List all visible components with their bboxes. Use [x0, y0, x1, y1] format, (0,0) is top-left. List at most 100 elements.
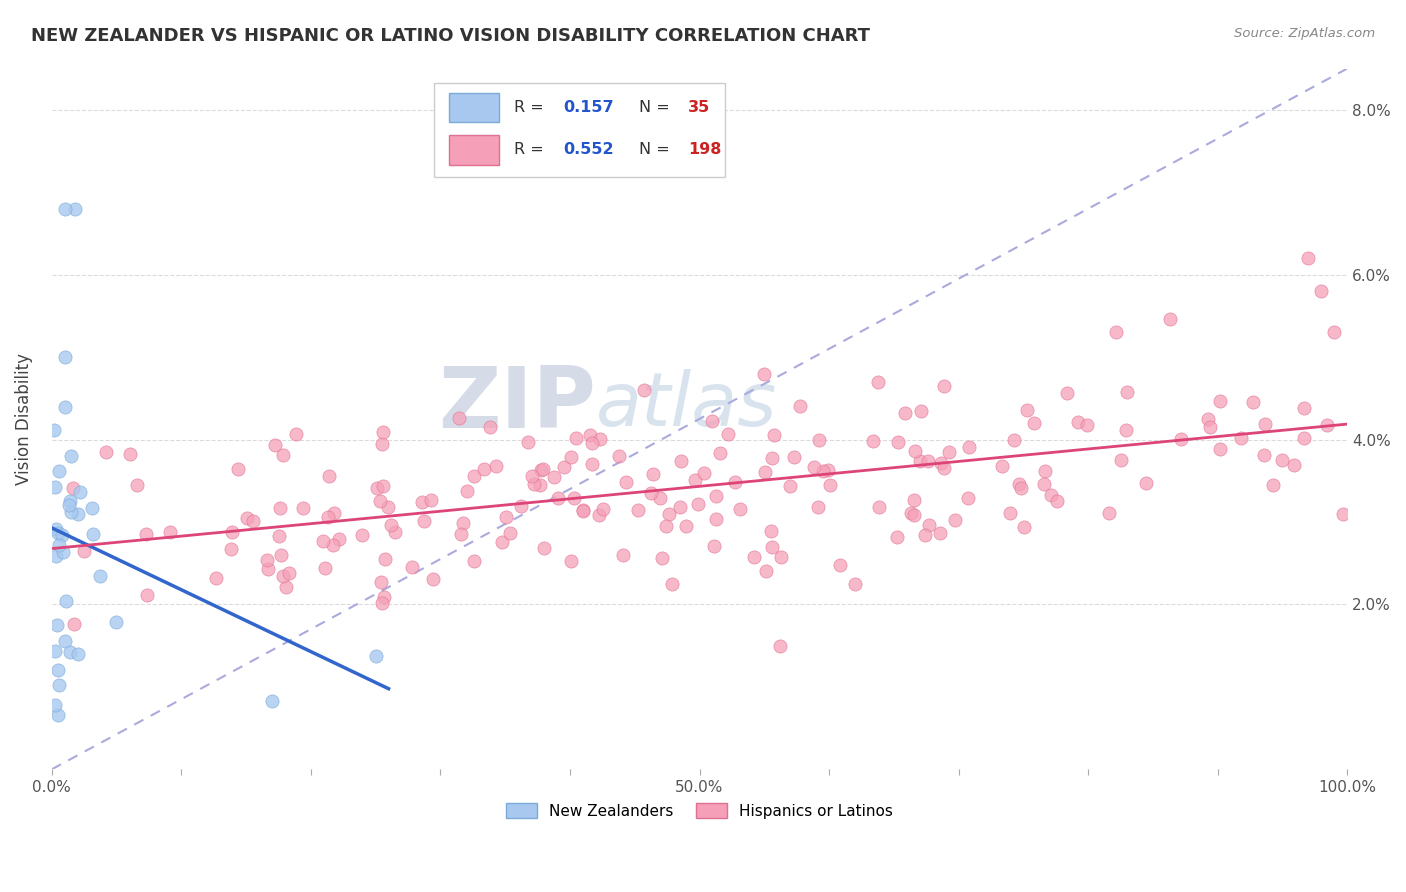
Point [285, 427, 308, 442]
Text: Source: ZipAtlas.com: Source: ZipAtlas.com [1234, 27, 1375, 40]
Text: NEW ZEALANDER VS HISPANIC OR LATINO VISION DISABILITY CORRELATION CHART: NEW ZEALANDER VS HISPANIC OR LATINO VISI… [31, 27, 870, 45]
Point [929, 456, 952, 470]
Text: N =: N = [638, 143, 675, 157]
Point [69, 485, 91, 500]
Point [643, 467, 665, 481]
Point [887, 434, 910, 449]
Point [53, 350, 76, 364]
Text: 35: 35 [688, 100, 710, 115]
Point [903, 492, 925, 507]
Point [675, 519, 697, 533]
Point [373, 425, 395, 439]
Point [380, 518, 402, 533]
Text: 198: 198 [688, 143, 721, 157]
Point [1032, 476, 1054, 491]
Point [668, 500, 690, 515]
Point [256, 552, 278, 566]
Point [686, 497, 709, 511]
Point [1209, 442, 1232, 457]
Point [60, 449, 83, 463]
Bar [450, 93, 499, 122]
Point [118, 447, 141, 461]
Point [724, 475, 747, 489]
Y-axis label: Vision Disability: Vision Disability [15, 353, 32, 485]
Point [373, 590, 395, 604]
Point [456, 483, 478, 498]
Point [917, 454, 939, 468]
Point [422, 572, 444, 586]
Point [60, 505, 83, 519]
Point [44, 423, 66, 437]
Point [934, 378, 956, 392]
Point [578, 428, 600, 442]
Point [136, 588, 159, 602]
Point [316, 509, 339, 524]
Point [242, 514, 264, 528]
Point [808, 434, 831, 448]
Point [1116, 385, 1139, 400]
Point [350, 528, 373, 542]
Point [754, 465, 776, 479]
Text: R =: R = [515, 143, 550, 157]
Point [1017, 403, 1039, 417]
Point [48, 538, 70, 552]
Point [716, 427, 738, 442]
Point [159, 524, 181, 539]
Point [655, 519, 678, 533]
Point [485, 459, 508, 474]
Point [844, 576, 866, 591]
Point [1292, 401, 1315, 415]
Point [560, 450, 582, 465]
Point [45, 523, 67, 537]
Point [411, 494, 433, 508]
Point [371, 596, 394, 610]
Text: atlas: atlas [596, 369, 778, 441]
Point [53, 202, 76, 216]
Point [260, 694, 283, 708]
Point [565, 431, 588, 445]
Point [96, 444, 118, 458]
Point [135, 526, 157, 541]
Point [817, 463, 839, 477]
Point [943, 513, 966, 527]
Point [886, 530, 908, 544]
Point [868, 500, 890, 514]
Point [762, 428, 785, 442]
Point [412, 514, 434, 528]
Point [803, 460, 825, 475]
Point [221, 525, 243, 540]
Point [572, 504, 595, 518]
Point [318, 469, 340, 483]
Point [761, 524, 783, 538]
Point [44, 644, 66, 658]
Point [58, 645, 80, 659]
Point [273, 448, 295, 462]
Point [463, 469, 485, 483]
Point [683, 474, 706, 488]
Point [908, 454, 931, 468]
Point [274, 580, 297, 594]
Point [66, 647, 89, 661]
Point [1024, 416, 1046, 430]
Point [59, 493, 82, 508]
Point [862, 434, 884, 448]
Point [661, 577, 683, 591]
Point [1230, 431, 1253, 445]
Point [828, 558, 851, 573]
Point [592, 501, 614, 516]
Text: ZIP: ZIP [439, 363, 596, 446]
Point [627, 503, 650, 517]
Point [62, 616, 84, 631]
Point [1316, 418, 1339, 433]
Point [1076, 418, 1098, 433]
Point [581, 436, 603, 450]
Point [1008, 477, 1031, 491]
Point [651, 550, 673, 565]
Point [1209, 393, 1232, 408]
Point [932, 460, 955, 475]
Point [271, 569, 294, 583]
Point [956, 491, 979, 506]
Point [1159, 311, 1181, 326]
Point [377, 500, 399, 514]
Point [278, 566, 301, 580]
